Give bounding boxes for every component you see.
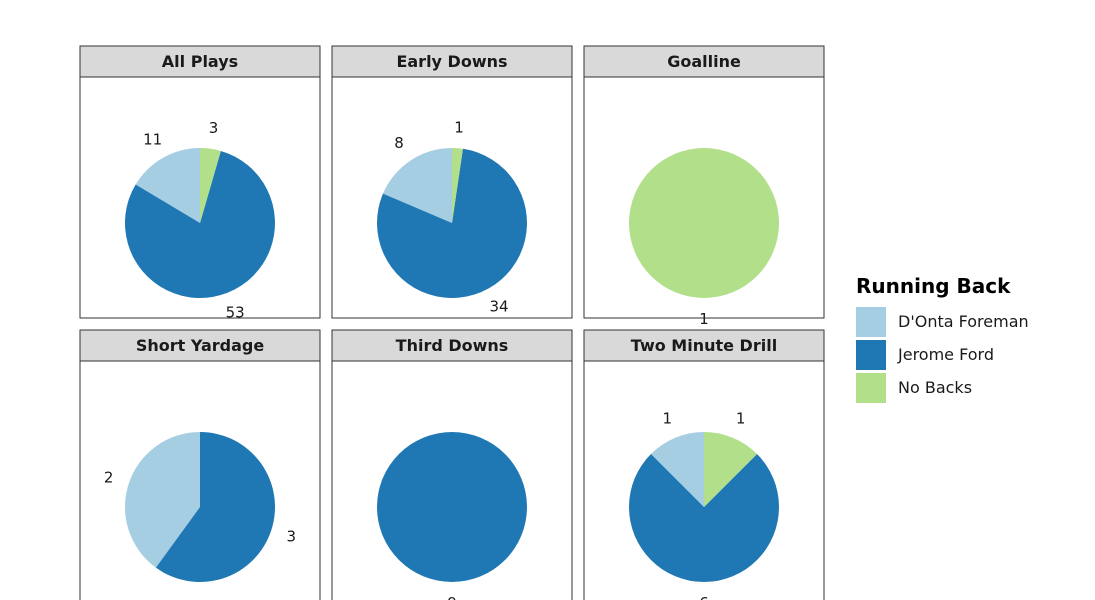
facet-strip [331,45,573,78]
legend-label-dontaforeman: D'Onta Foreman [898,312,1029,331]
facet-strip [79,45,321,78]
pie-slice-jerome-ford [155,432,275,583]
facet-strip-title: Third Downs [396,336,509,355]
legend-key-jeromeford [856,340,886,370]
pie-slice-jerome-ford [377,432,527,582]
slice-value-label: 34 [489,298,508,316]
facet-strip [583,45,825,78]
facet-strip-title: All Plays [162,52,238,71]
facet-strip-title: Early Downs [396,52,507,71]
pie-slice-no-backs [629,148,779,298]
slice-value-label: 3 [287,528,297,546]
slice-value-label: 8 [394,134,404,152]
facet-strip [331,329,573,362]
facet-panel-third-downs: Third Downs 9 [331,329,573,600]
slice-value-label: 1 [454,118,464,136]
pie-slice-d-onta-foreman [650,432,704,507]
legend-title: Running Back [856,274,1011,298]
pie-slice-no-backs [704,432,758,507]
facet-panel-two-minute-drill: Two Minute Drill 1 6 1 [583,329,825,600]
slice-value-label: 53 [226,303,245,321]
legend-label-nobacks: No Backs [898,378,972,397]
slice-value-label: 9 [447,594,457,600]
slice-value-label: 2 [104,468,114,486]
facet-panel-all-plays: All Plays 11 53 3 [79,45,321,321]
facet-panel-short-yardage: Short Yardage 2 3 [79,329,321,600]
pie-slice-jerome-ford [124,150,275,299]
legend: Running Back D'Onta Foreman Jerome Ford … [856,274,1029,403]
pie-slice-jerome-ford [629,453,780,583]
pie-slice-d-onta-foreman [124,432,200,568]
facet-panel-goalline: Goalline 1 [583,45,825,328]
slice-value-label: 6 [699,594,709,600]
pie-slice-d-onta-foreman [382,148,452,223]
slice-value-label: 3 [209,119,219,137]
facet-panel-early-downs: Early Downs 8 34 1 [331,45,573,319]
facet-strip-title: Two Minute Drill [631,336,777,355]
pie-slice-jerome-ford [376,148,527,299]
slice-value-label: 11 [143,131,162,149]
legend-key-dontaforeman [856,307,886,337]
slice-value-label: 1 [699,310,709,328]
slice-value-label: 1 [736,409,746,427]
pie-slice-no-backs [452,148,463,223]
legend-label-jeromeford: Jerome Ford [897,345,994,364]
pie-slice-d-onta-foreman [135,148,200,223]
legend-key-nobacks [856,373,886,403]
facet-strip-title: Short Yardage [136,336,265,355]
pie-slice-no-backs [200,148,221,223]
facet-strip-title: Goalline [667,52,741,71]
facet-strip [583,329,825,362]
slice-value-label: 1 [663,409,673,427]
